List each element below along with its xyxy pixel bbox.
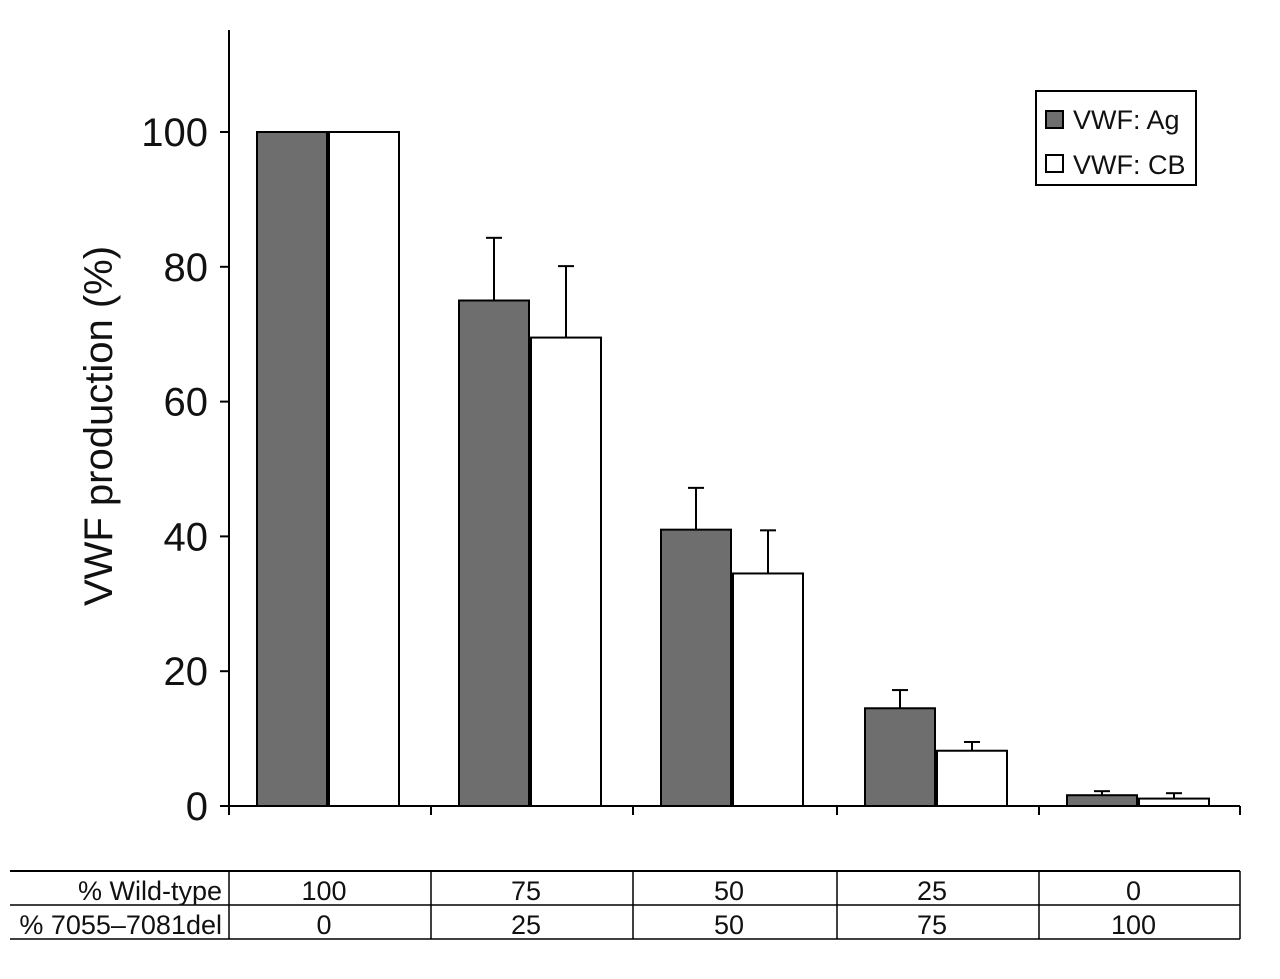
legend-swatch-cb bbox=[1045, 154, 1064, 173]
error-bars bbox=[486, 236, 1182, 799]
data-table: % Wild-type 100 75 50 25 0 % 7055–7081del 0 25 50… bbox=[10, 870, 1241, 940]
legend-label-ag: VWF: Ag bbox=[1073, 105, 1180, 135]
bar-ag bbox=[256, 131, 328, 807]
y-tick-label: 0 bbox=[186, 785, 208, 829]
bar-ag bbox=[1066, 794, 1138, 808]
y-tick-label: 60 bbox=[164, 381, 209, 425]
y-tick-label: 100 bbox=[141, 111, 208, 155]
legend-label-cb: VWF: CB bbox=[1073, 150, 1186, 180]
y-tick-label: 80 bbox=[164, 246, 209, 290]
bar-cb bbox=[1138, 797, 1210, 807]
y-tick-label: 20 bbox=[164, 650, 209, 694]
bar-ag bbox=[660, 528, 732, 807]
y-axis-ticks: 0 20 40 60 80 100 bbox=[141, 111, 229, 829]
legend: VWF: Ag VWF: CB bbox=[1035, 90, 1197, 186]
table-cell: 50 bbox=[714, 910, 744, 940]
bar-ag bbox=[864, 707, 936, 808]
table-cell: 0 bbox=[1126, 876, 1141, 906]
bar-cb bbox=[732, 572, 804, 807]
table-cell: 75 bbox=[917, 910, 947, 940]
table-cell: 0 bbox=[316, 910, 331, 940]
bar-cb bbox=[530, 336, 602, 807]
table-cell: 75 bbox=[511, 876, 541, 906]
bar-ag bbox=[458, 299, 530, 807]
bar-cb bbox=[936, 749, 1008, 807]
table-cell: 25 bbox=[917, 876, 947, 906]
bar-cb bbox=[328, 131, 400, 807]
table-cell: 25 bbox=[511, 910, 541, 940]
table-cell: 100 bbox=[301, 876, 346, 906]
table-cell: 100 bbox=[1111, 910, 1156, 940]
table-cell: 50 bbox=[714, 876, 744, 906]
legend-swatch-ag bbox=[1045, 110, 1064, 129]
bars bbox=[256, 131, 1210, 808]
y-tick-label: 40 bbox=[164, 515, 209, 559]
table-row-label: % Wild-type bbox=[78, 876, 222, 906]
y-axis-title: VWF production (%) bbox=[77, 246, 121, 606]
table-row-label: % 7055–7081del bbox=[19, 910, 222, 940]
